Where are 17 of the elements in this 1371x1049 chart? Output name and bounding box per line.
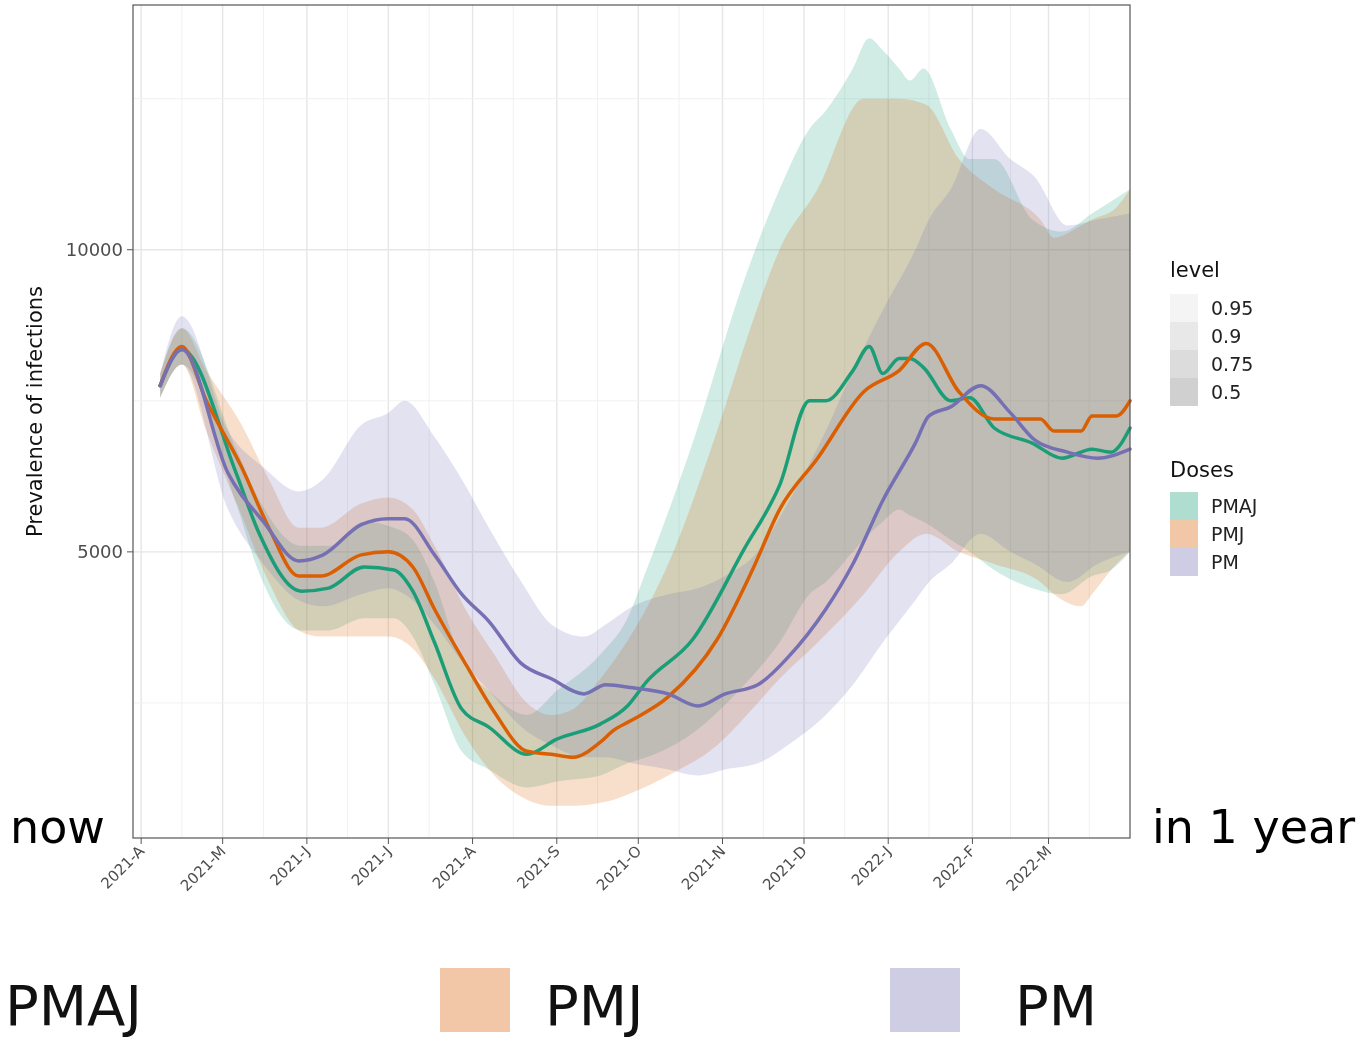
text: now xyxy=(10,800,105,854)
y-axis-title: Prevalence of infections xyxy=(23,286,47,537)
legend-title: Doses xyxy=(1170,458,1234,482)
legend-label: PMAJ xyxy=(1211,494,1258,517)
y-tick-label: 5000 xyxy=(77,541,123,563)
legend-label: PMJ xyxy=(1211,522,1245,545)
y-tick-label: 10000 xyxy=(65,239,123,261)
legend-label: PM xyxy=(1211,550,1239,573)
text: 0.5 xyxy=(1211,380,1242,403)
text: level xyxy=(1170,258,1220,282)
text: PMAJ xyxy=(5,973,142,1038)
text: in 1 year xyxy=(1152,800,1356,854)
text: 0.9 xyxy=(1211,324,1242,347)
text: PMJ xyxy=(545,973,644,1038)
text: 0.95 xyxy=(1211,296,1254,319)
text: PM xyxy=(1015,973,1098,1038)
text: 0.75 xyxy=(1211,352,1254,375)
